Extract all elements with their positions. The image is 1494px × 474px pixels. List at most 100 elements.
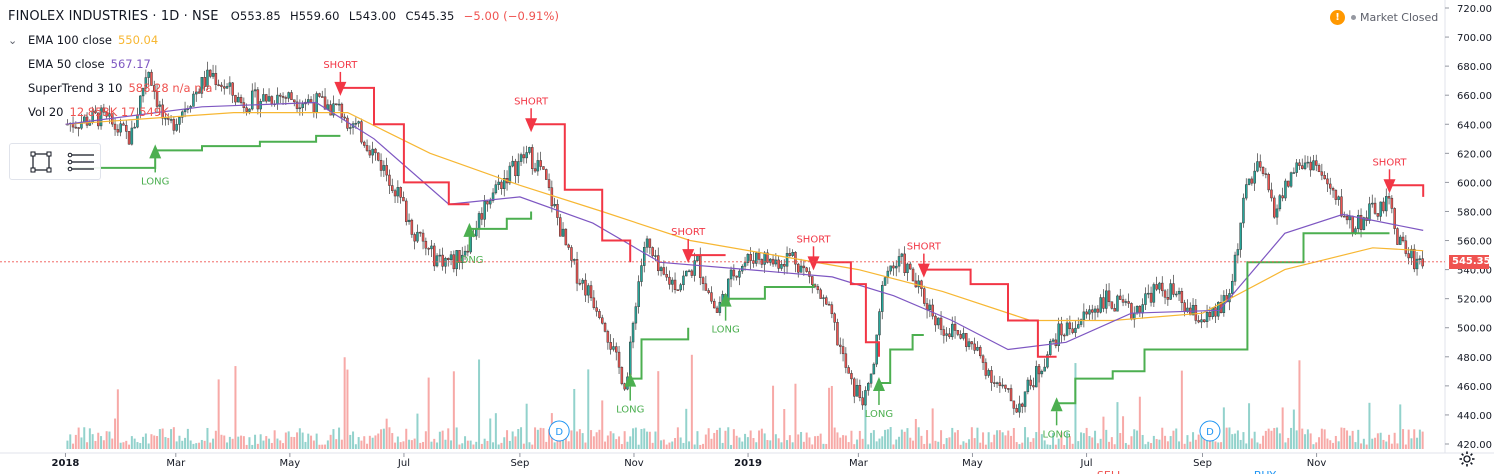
volume-bar: [209, 442, 212, 449]
volume-bar: [590, 430, 593, 449]
candle-body: [396, 187, 400, 197]
volume-bar: [626, 441, 629, 449]
volume-bar: [884, 429, 887, 449]
candle-body: [704, 283, 708, 291]
long-arrow-icon: [872, 376, 885, 391]
candle-body: [105, 111, 108, 117]
candle-body: [875, 334, 878, 365]
long-arrow-icon: [149, 144, 162, 159]
legend-supertrend[interactable]: SuperTrend 3 10 588.28 n/a n/a: [8, 81, 218, 95]
volume-bar: [405, 428, 408, 449]
candle-body: [1180, 291, 1184, 303]
candle-body: [1320, 171, 1324, 176]
volume-bar: [242, 436, 245, 449]
volume-bar: [606, 435, 609, 449]
volume-bar: [133, 438, 136, 449]
candle-body: [889, 265, 892, 272]
candle-body: [945, 333, 948, 336]
volume-bar: [828, 387, 831, 449]
volume-bar: [472, 444, 475, 449]
volume-bar: [920, 435, 923, 449]
volume-bar: [514, 436, 517, 449]
volume-bar: [1124, 443, 1127, 449]
legend-ema50[interactable]: EMA 50 close 567.17: [8, 57, 157, 71]
volume-bar: [181, 440, 184, 449]
candle-body: [743, 262, 747, 267]
symbol-title[interactable]: FINOLEX INDUSTRIES · 1D · NSE: [8, 9, 219, 24]
candle-body: [1399, 236, 1402, 245]
volume-bar: [1052, 432, 1055, 449]
y-tick-label: 560.00: [1457, 237, 1492, 248]
candle-body: [1245, 184, 1248, 199]
volume-bar: [153, 435, 156, 449]
candle-body: [1371, 202, 1374, 205]
volume-bar: [88, 428, 91, 449]
candle-body: [1317, 165, 1321, 173]
candle-body: [116, 129, 120, 133]
volume-bar: [156, 436, 159, 449]
y-tick-label: 660.00: [1457, 91, 1492, 102]
ohlc-high: H559.60: [290, 9, 340, 23]
volume-bar: [480, 443, 483, 449]
volume-bar: [1220, 442, 1223, 449]
candle-body: [581, 279, 584, 284]
candle-body: [631, 322, 635, 343]
volume-bar: [360, 440, 363, 449]
candle-body: [1413, 248, 1416, 270]
y-tick-label: 500.00: [1457, 324, 1492, 335]
volume-bar: [1166, 441, 1169, 449]
volume-bar: [668, 442, 671, 449]
volume-bar: [1264, 430, 1267, 449]
volume-bar: [1180, 370, 1183, 449]
volume-bar: [699, 444, 702, 449]
volume-bar: [724, 430, 727, 449]
candle-body: [550, 187, 554, 207]
candle-body: [881, 285, 884, 312]
rectangle-tool-icon[interactable]: [26, 148, 56, 176]
volume-bar: [422, 441, 425, 449]
candle-body: [1242, 197, 1245, 224]
volume-bar: [1393, 432, 1396, 449]
volume-bar: [805, 432, 808, 449]
volume-bar: [934, 440, 937, 449]
volume-bar: [878, 438, 881, 449]
candle-body: [699, 255, 702, 278]
volume-bar: [464, 436, 467, 449]
gear-icon[interactable]: [1458, 450, 1476, 468]
volume-bar: [80, 437, 83, 449]
candle-body: [150, 71, 153, 86]
volume-bar: [867, 444, 870, 449]
volume-bar: [567, 441, 570, 449]
volume-bar: [114, 418, 117, 449]
candle-body: [676, 289, 680, 291]
candle-body: [393, 190, 397, 197]
collapse-icon[interactable]: ⌄: [8, 33, 18, 47]
candle-body: [1337, 196, 1340, 200]
y-tick-label: 460.00: [1457, 382, 1492, 393]
list-settings-icon[interactable]: [66, 148, 96, 176]
volume-bar: [926, 430, 929, 449]
legend-volume[interactable]: Vol 20 12.853K 17.549K: [8, 105, 175, 119]
candle-body: [340, 103, 344, 118]
volume-bar: [385, 418, 388, 449]
candle-body: [1415, 258, 1419, 270]
candle-body: [1051, 339, 1055, 342]
candle-body: [158, 104, 162, 107]
volume-bar: [483, 438, 486, 449]
candle-body: [732, 269, 736, 277]
volume-bar: [217, 379, 220, 449]
candle-body: [318, 93, 321, 97]
candle-body: [833, 313, 836, 323]
legend-ema100[interactable]: ⌄ EMA 100 close 550.04: [8, 33, 164, 47]
legend-value: 12.853K 17.549K: [69, 105, 169, 119]
candle-body: [301, 103, 304, 109]
volume-bar: [1301, 428, 1304, 449]
volume-bar: [998, 430, 1001, 449]
warning-icon[interactable]: !: [1330, 10, 1345, 25]
candle-body: [606, 331, 610, 343]
candle-body: [209, 69, 212, 77]
ema50-line: [65, 101, 1424, 351]
candle-body: [455, 250, 458, 270]
candle-body: [1127, 301, 1130, 304]
